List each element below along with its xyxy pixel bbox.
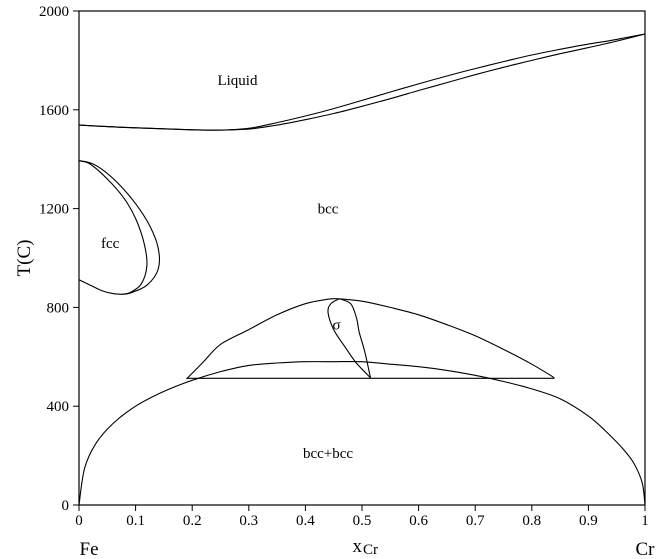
boundary-sigma-right <box>339 298 372 378</box>
x-axis-label-main: x <box>353 536 363 557</box>
x-axis-label-subscript: Cr <box>363 542 378 558</box>
endpoint-label-cr: Cr <box>636 539 656 559</box>
region-labels: Liquid bcc fcc σ bcc+bcc <box>101 73 353 462</box>
plot-frame <box>78 10 646 506</box>
y-tick-label: 2000 <box>39 4 69 20</box>
x-tick-label: 0.1 <box>126 513 145 529</box>
boundary-liquidus <box>78 33 646 131</box>
y-axis-label: T(C) <box>14 240 35 277</box>
boundary-sigma-solvus-left <box>186 298 340 380</box>
y-tick-label: 1600 <box>39 103 69 119</box>
phase-boundaries <box>78 33 646 506</box>
x-tick-label: 0.6 <box>409 513 428 529</box>
y-tick-label: 1200 <box>39 202 69 218</box>
boundary-sigma-solvus-right <box>339 298 555 379</box>
x-tick-label: 0 <box>75 513 83 529</box>
x-tick-label: 0.8 <box>522 513 541 529</box>
x-tick-label: 0.9 <box>579 513 598 529</box>
axis-ticks: 0 0.1 0.2 0.3 0.4 0.5 0.6 0.7 0.8 0.9 1 0 400 800 1200… <box>39 4 649 529</box>
boundary-fcc-outer <box>78 160 161 295</box>
x-tick-label: 0.7 <box>466 513 485 529</box>
x-tick-label: 0.2 <box>183 513 202 529</box>
region-label: Liquid <box>217 73 257 89</box>
region-label: bcc <box>318 202 339 218</box>
boundary-fcc-inner <box>78 160 148 295</box>
boundary-solidus <box>78 33 646 131</box>
boundary-miscibility-gap <box>78 360 646 506</box>
region-label: bcc+bcc <box>303 446 353 462</box>
x-tick-label: 0.3 <box>239 513 258 529</box>
region-label: σ <box>332 318 340 334</box>
region-label: fcc <box>101 236 120 252</box>
endpoint-label-fe: Fe <box>80 539 99 559</box>
boundary-sigma-left <box>327 298 371 379</box>
x-tick-label: 1 <box>641 513 649 529</box>
boundary-fcc-lower <box>78 279 122 295</box>
y-tick-label: 400 <box>47 399 70 415</box>
x-axis-label: x <box>353 536 363 557</box>
y-tick-label: 800 <box>47 300 70 316</box>
x-tick-label: 0.4 <box>296 513 315 529</box>
x-tick-label: 0.5 <box>353 513 372 529</box>
y-tick-label: 0 <box>62 498 70 514</box>
